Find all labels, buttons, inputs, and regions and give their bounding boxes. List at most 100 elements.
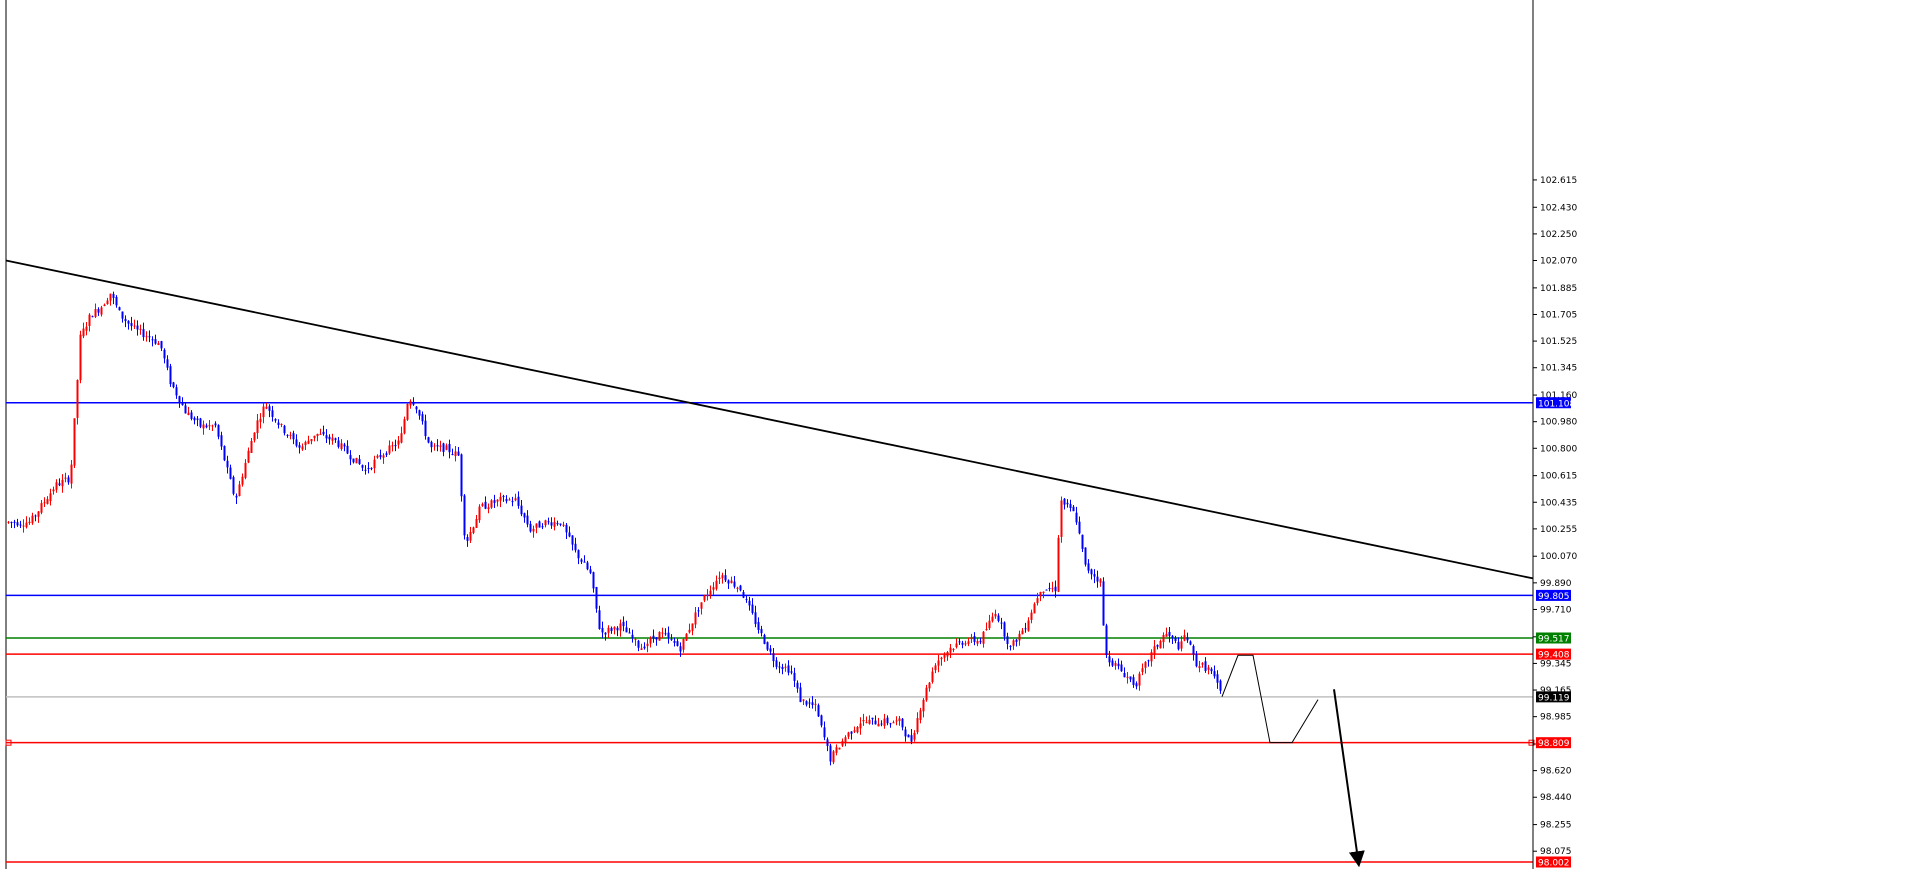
bear-candle-body (1120, 664, 1123, 672)
bear-candle-body (577, 550, 580, 559)
y-tick-label: 100.615 (1540, 472, 1577, 482)
bull-candle-body (52, 489, 55, 492)
bull-candle-body (289, 434, 292, 436)
bear-candle-body (217, 425, 220, 437)
bear-candle-body (598, 610, 601, 629)
bear-candle-body (442, 443, 445, 452)
bull-candle-body (877, 723, 880, 727)
bear-candle-body (1123, 673, 1126, 678)
bear-candle-body (1000, 622, 1003, 624)
bull-candle-body (319, 433, 322, 435)
bear-candle-body (1117, 663, 1120, 667)
bear-candle-body (154, 339, 157, 344)
bear-candle-body (547, 521, 550, 523)
bull-candle-body (1057, 537, 1060, 592)
bull-candle-body (46, 499, 49, 504)
bull-candle-body (841, 740, 844, 746)
bull-candle-body (898, 718, 901, 722)
bear-candle-body (592, 572, 595, 589)
bear-candle-body (1081, 534, 1084, 549)
bear-candle-body (871, 717, 874, 720)
bear-candle-body (580, 559, 583, 562)
bull-candle-body (937, 660, 940, 666)
bull-candle-body (970, 637, 973, 640)
bear-candle-body (997, 615, 1000, 621)
bear-candle-body (451, 453, 454, 455)
bear-candle-body (10, 522, 13, 524)
y-tick-label: 102.615 (1540, 176, 1577, 186)
bull-candle-body (1018, 633, 1021, 641)
bull-candle-body (64, 477, 67, 479)
bull-candle-body (1036, 598, 1039, 604)
level-label: 98.809 (1538, 739, 1570, 749)
bull-candle-body (1030, 612, 1033, 620)
bear-candle-body (19, 524, 22, 526)
y-tick-label: 99.345 (1540, 659, 1572, 669)
bear-candle-body (829, 745, 832, 762)
bear-candle-body (169, 366, 172, 385)
bull-candle-body (934, 665, 937, 671)
bear-candle-body (559, 523, 562, 525)
bull-candle-body (406, 403, 409, 420)
bear-candle-body (1135, 683, 1138, 687)
bull-candle-body (331, 437, 334, 441)
bear-candle-body (367, 468, 370, 470)
bear-candle-body (448, 444, 451, 453)
bull-candle-body (133, 325, 136, 327)
bull-candle-body (28, 521, 31, 523)
bear-candle-body (874, 720, 877, 725)
bear-candle-body (973, 636, 976, 642)
bull-candle-body (949, 647, 952, 653)
bull-candle-body (469, 531, 472, 541)
bear-candle-body (160, 341, 163, 349)
bear-candle-body (184, 405, 187, 414)
bear-candle-body (811, 702, 814, 706)
bear-candle-body (58, 483, 61, 486)
bull-candle-body (1144, 661, 1147, 668)
bull-candle-body (211, 425, 214, 427)
level-label: 99.119 (1538, 693, 1570, 703)
bull-candle-body (73, 418, 76, 466)
bull-candle-body (835, 747, 838, 753)
bull-candle-body (646, 643, 649, 647)
bear-candle-body (664, 633, 667, 635)
bear-candle-body (193, 417, 196, 421)
bull-candle-body (844, 737, 847, 743)
bull-candle-body (709, 590, 712, 595)
bear-candle-body (1213, 671, 1216, 677)
bull-candle-body (892, 722, 895, 724)
bull-candle-body (619, 623, 622, 631)
bull-candle-body (1180, 641, 1183, 649)
bear-candle-body (583, 561, 586, 563)
bull-candle-body (703, 595, 706, 601)
bull-candle-body (721, 575, 724, 579)
bull-candle-body (79, 334, 82, 381)
bear-candle-body (436, 445, 439, 447)
bear-candle-body (196, 418, 199, 420)
bear-candle-body (1210, 668, 1213, 672)
y-tick-label: 101.705 (1540, 310, 1577, 320)
bull-candle-body (1114, 663, 1117, 666)
bear-candle-body (748, 600, 751, 606)
bull-candle-body (478, 506, 481, 521)
bear-candle-body (1147, 660, 1150, 662)
bull-candle-body (373, 459, 376, 469)
bull-candle-body (403, 419, 406, 434)
bear-candle-body (229, 467, 232, 479)
bear-candle-body (286, 434, 289, 436)
y-tick-label: 100.435 (1540, 498, 1577, 508)
bear-candle-body (97, 309, 100, 313)
bear-candle-body (1069, 504, 1072, 508)
bull-candle-body (490, 500, 493, 508)
bear-candle-body (346, 445, 349, 454)
level-label-bg (1536, 397, 1571, 409)
bear-candle-body (394, 445, 397, 447)
bear-candle-body (298, 445, 301, 448)
bull-candle-body (1150, 652, 1153, 662)
level-label-bg (1536, 648, 1571, 660)
bear-candle-body (1192, 645, 1195, 655)
bear-candle-body (670, 639, 673, 641)
bear-candle-body (463, 495, 466, 536)
